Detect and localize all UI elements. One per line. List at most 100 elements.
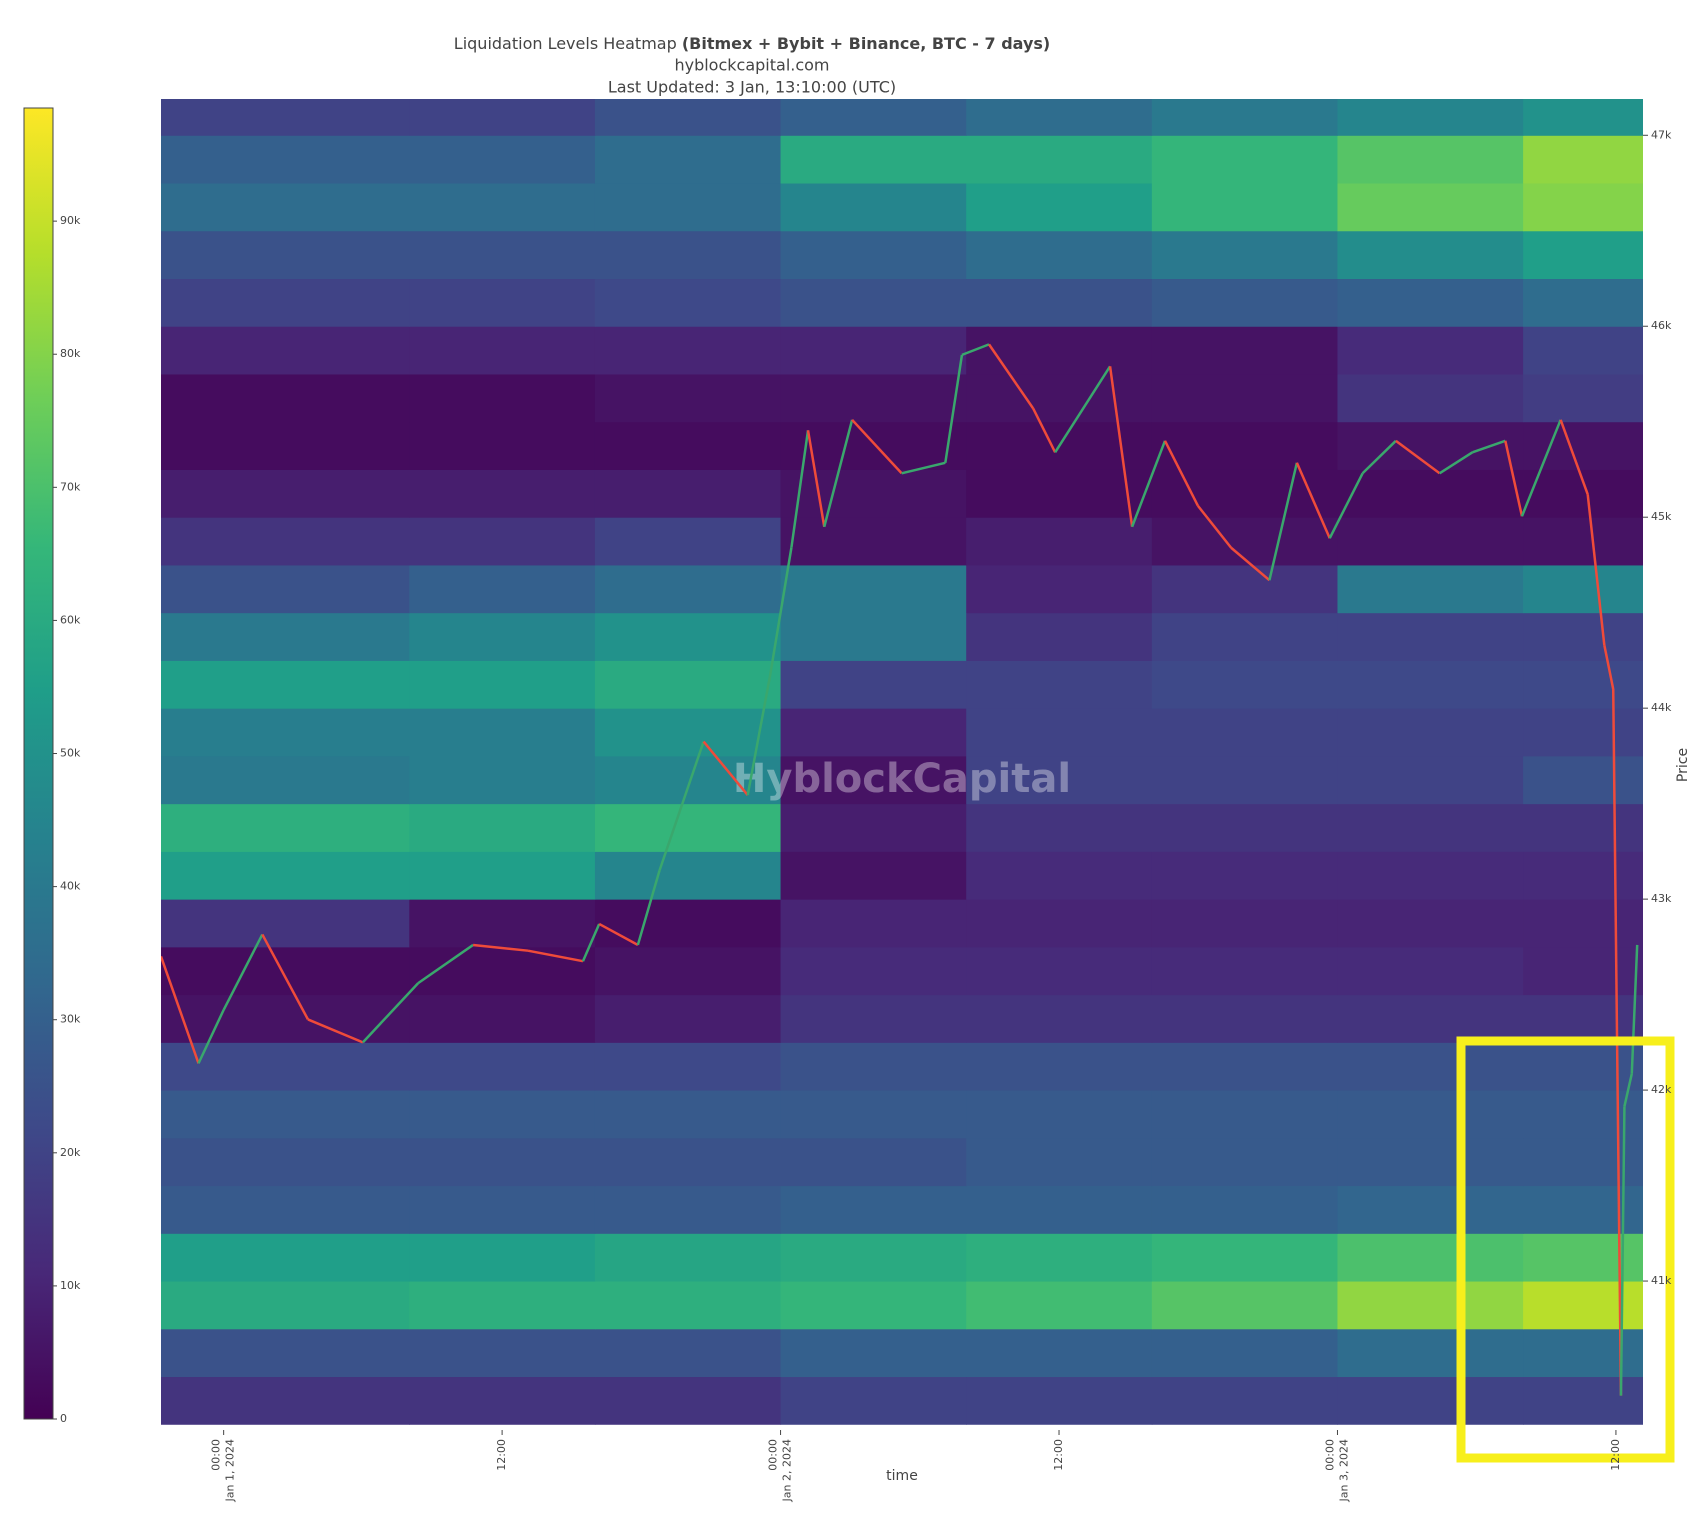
heat-cell bbox=[1337, 994, 1524, 1043]
heat-cell bbox=[1151, 708, 1338, 757]
heat-cell bbox=[409, 469, 596, 518]
price-segment bbox=[197, 1009, 225, 1064]
heat-cell bbox=[1151, 564, 1338, 614]
heat-cell bbox=[1523, 1281, 1643, 1330]
heat-cell bbox=[966, 1281, 1153, 1330]
heat-cell bbox=[1523, 135, 1643, 184]
heat-cell bbox=[161, 1328, 410, 1378]
heat-cell bbox=[409, 1281, 596, 1330]
heat-cell bbox=[780, 1233, 967, 1282]
heat-cell bbox=[161, 612, 410, 661]
price-segment bbox=[1328, 472, 1364, 539]
heat-cell bbox=[966, 278, 1153, 327]
heat-cell bbox=[594, 421, 782, 470]
price-segment bbox=[806, 430, 826, 527]
heat-cell bbox=[1523, 278, 1643, 327]
price-segment bbox=[1268, 462, 1299, 581]
price-segment bbox=[636, 870, 661, 946]
heat-cell bbox=[780, 612, 967, 661]
y-axis-title: Price bbox=[1675, 748, 1691, 782]
heat-cell bbox=[1151, 803, 1338, 852]
price-segment bbox=[261, 933, 310, 1021]
heat-cell bbox=[966, 1328, 1153, 1378]
heat-cell bbox=[1151, 1376, 1338, 1425]
heat-cell bbox=[1337, 1090, 1524, 1139]
heat-cell bbox=[966, 755, 1153, 805]
heat-cell bbox=[1337, 708, 1524, 757]
price-segment bbox=[1559, 419, 1589, 495]
heat-cell bbox=[594, 564, 782, 614]
heat-cell bbox=[966, 326, 1153, 375]
x-tick-label: 00:00Jan 1, 2024 bbox=[210, 1439, 237, 1502]
heat-cell bbox=[161, 326, 410, 375]
heat-cell bbox=[966, 99, 1153, 136]
y-tick-label: 44k bbox=[1651, 701, 1672, 714]
heatmap bbox=[161, 99, 1643, 1425]
heat-cell bbox=[161, 755, 410, 805]
heat-cell bbox=[594, 135, 782, 184]
heat-cell bbox=[161, 899, 410, 948]
heat-cell bbox=[1523, 946, 1643, 996]
heat-cell bbox=[1151, 899, 1338, 948]
price-segment bbox=[1031, 407, 1057, 453]
heat-cell bbox=[161, 564, 410, 614]
heat-cell bbox=[409, 278, 596, 327]
heat-cell bbox=[1337, 230, 1524, 280]
heat-cell bbox=[966, 1233, 1153, 1282]
heat-cell bbox=[1523, 469, 1643, 518]
watermark: HyblockCapital bbox=[733, 756, 1071, 802]
heat-cell bbox=[1337, 755, 1524, 805]
price-segment bbox=[1196, 504, 1233, 549]
y-tick-label: 47k bbox=[1651, 128, 1672, 141]
price-segment bbox=[1619, 1106, 1626, 1396]
colorbar-tick-label: 80k bbox=[60, 347, 81, 360]
price-segment bbox=[361, 982, 420, 1044]
heat-cell bbox=[409, 564, 596, 614]
heat-cell bbox=[1151, 1233, 1338, 1282]
heat-cell bbox=[1151, 1137, 1338, 1187]
price-segment bbox=[961, 343, 990, 357]
heat-cell bbox=[780, 660, 967, 709]
heat-cell bbox=[161, 994, 410, 1043]
chart-title: Liquidation Levels Heatmap (Bitmex + Byb… bbox=[454, 34, 1050, 53]
heat-cell bbox=[594, 1090, 782, 1139]
heat-cell bbox=[594, 1233, 782, 1282]
heat-cell bbox=[1523, 230, 1643, 280]
heat-cell bbox=[1151, 373, 1338, 423]
heat-cell bbox=[780, 708, 967, 757]
price-segment bbox=[1520, 419, 1562, 517]
heat-cell bbox=[161, 517, 410, 566]
heat-cell bbox=[409, 1090, 596, 1139]
heat-cell bbox=[594, 1042, 782, 1091]
colorbar bbox=[23, 107, 54, 1420]
heat-cell bbox=[409, 612, 596, 661]
heat-cell bbox=[1337, 946, 1524, 996]
heat-cell bbox=[1337, 1281, 1524, 1330]
heat-cell bbox=[1523, 1233, 1643, 1282]
heat-cell bbox=[780, 326, 967, 375]
heat-cell bbox=[780, 421, 967, 470]
heat-cell bbox=[1523, 708, 1643, 757]
title-text: Liquidation Levels Heatmap bbox=[454, 34, 682, 53]
colorbar-tick-label: 50k bbox=[60, 747, 81, 760]
price-segment bbox=[1054, 365, 1112, 453]
heat-cell bbox=[1151, 326, 1338, 375]
heat-cell bbox=[966, 469, 1153, 518]
price-segment bbox=[746, 677, 771, 796]
heat-cell bbox=[594, 946, 782, 996]
y-tick-label: 43k bbox=[1651, 892, 1672, 905]
price-segment bbox=[1623, 1073, 1634, 1107]
heat-cell bbox=[1151, 517, 1338, 566]
heat-cell bbox=[966, 994, 1153, 1043]
y-tick-label: 45k bbox=[1651, 510, 1672, 523]
heat-cell bbox=[1151, 612, 1338, 661]
x-tick-label: 12:00 bbox=[1609, 1439, 1622, 1471]
heat-cell bbox=[1151, 183, 1338, 232]
heat-cell bbox=[780, 469, 967, 518]
heat-cell bbox=[1337, 1328, 1524, 1378]
heat-cell bbox=[966, 803, 1153, 852]
heat-cell bbox=[1523, 326, 1643, 375]
heat-cell bbox=[409, 994, 596, 1043]
heat-cell bbox=[409, 755, 596, 805]
colorbar-tick-label: 20k bbox=[60, 1146, 81, 1159]
